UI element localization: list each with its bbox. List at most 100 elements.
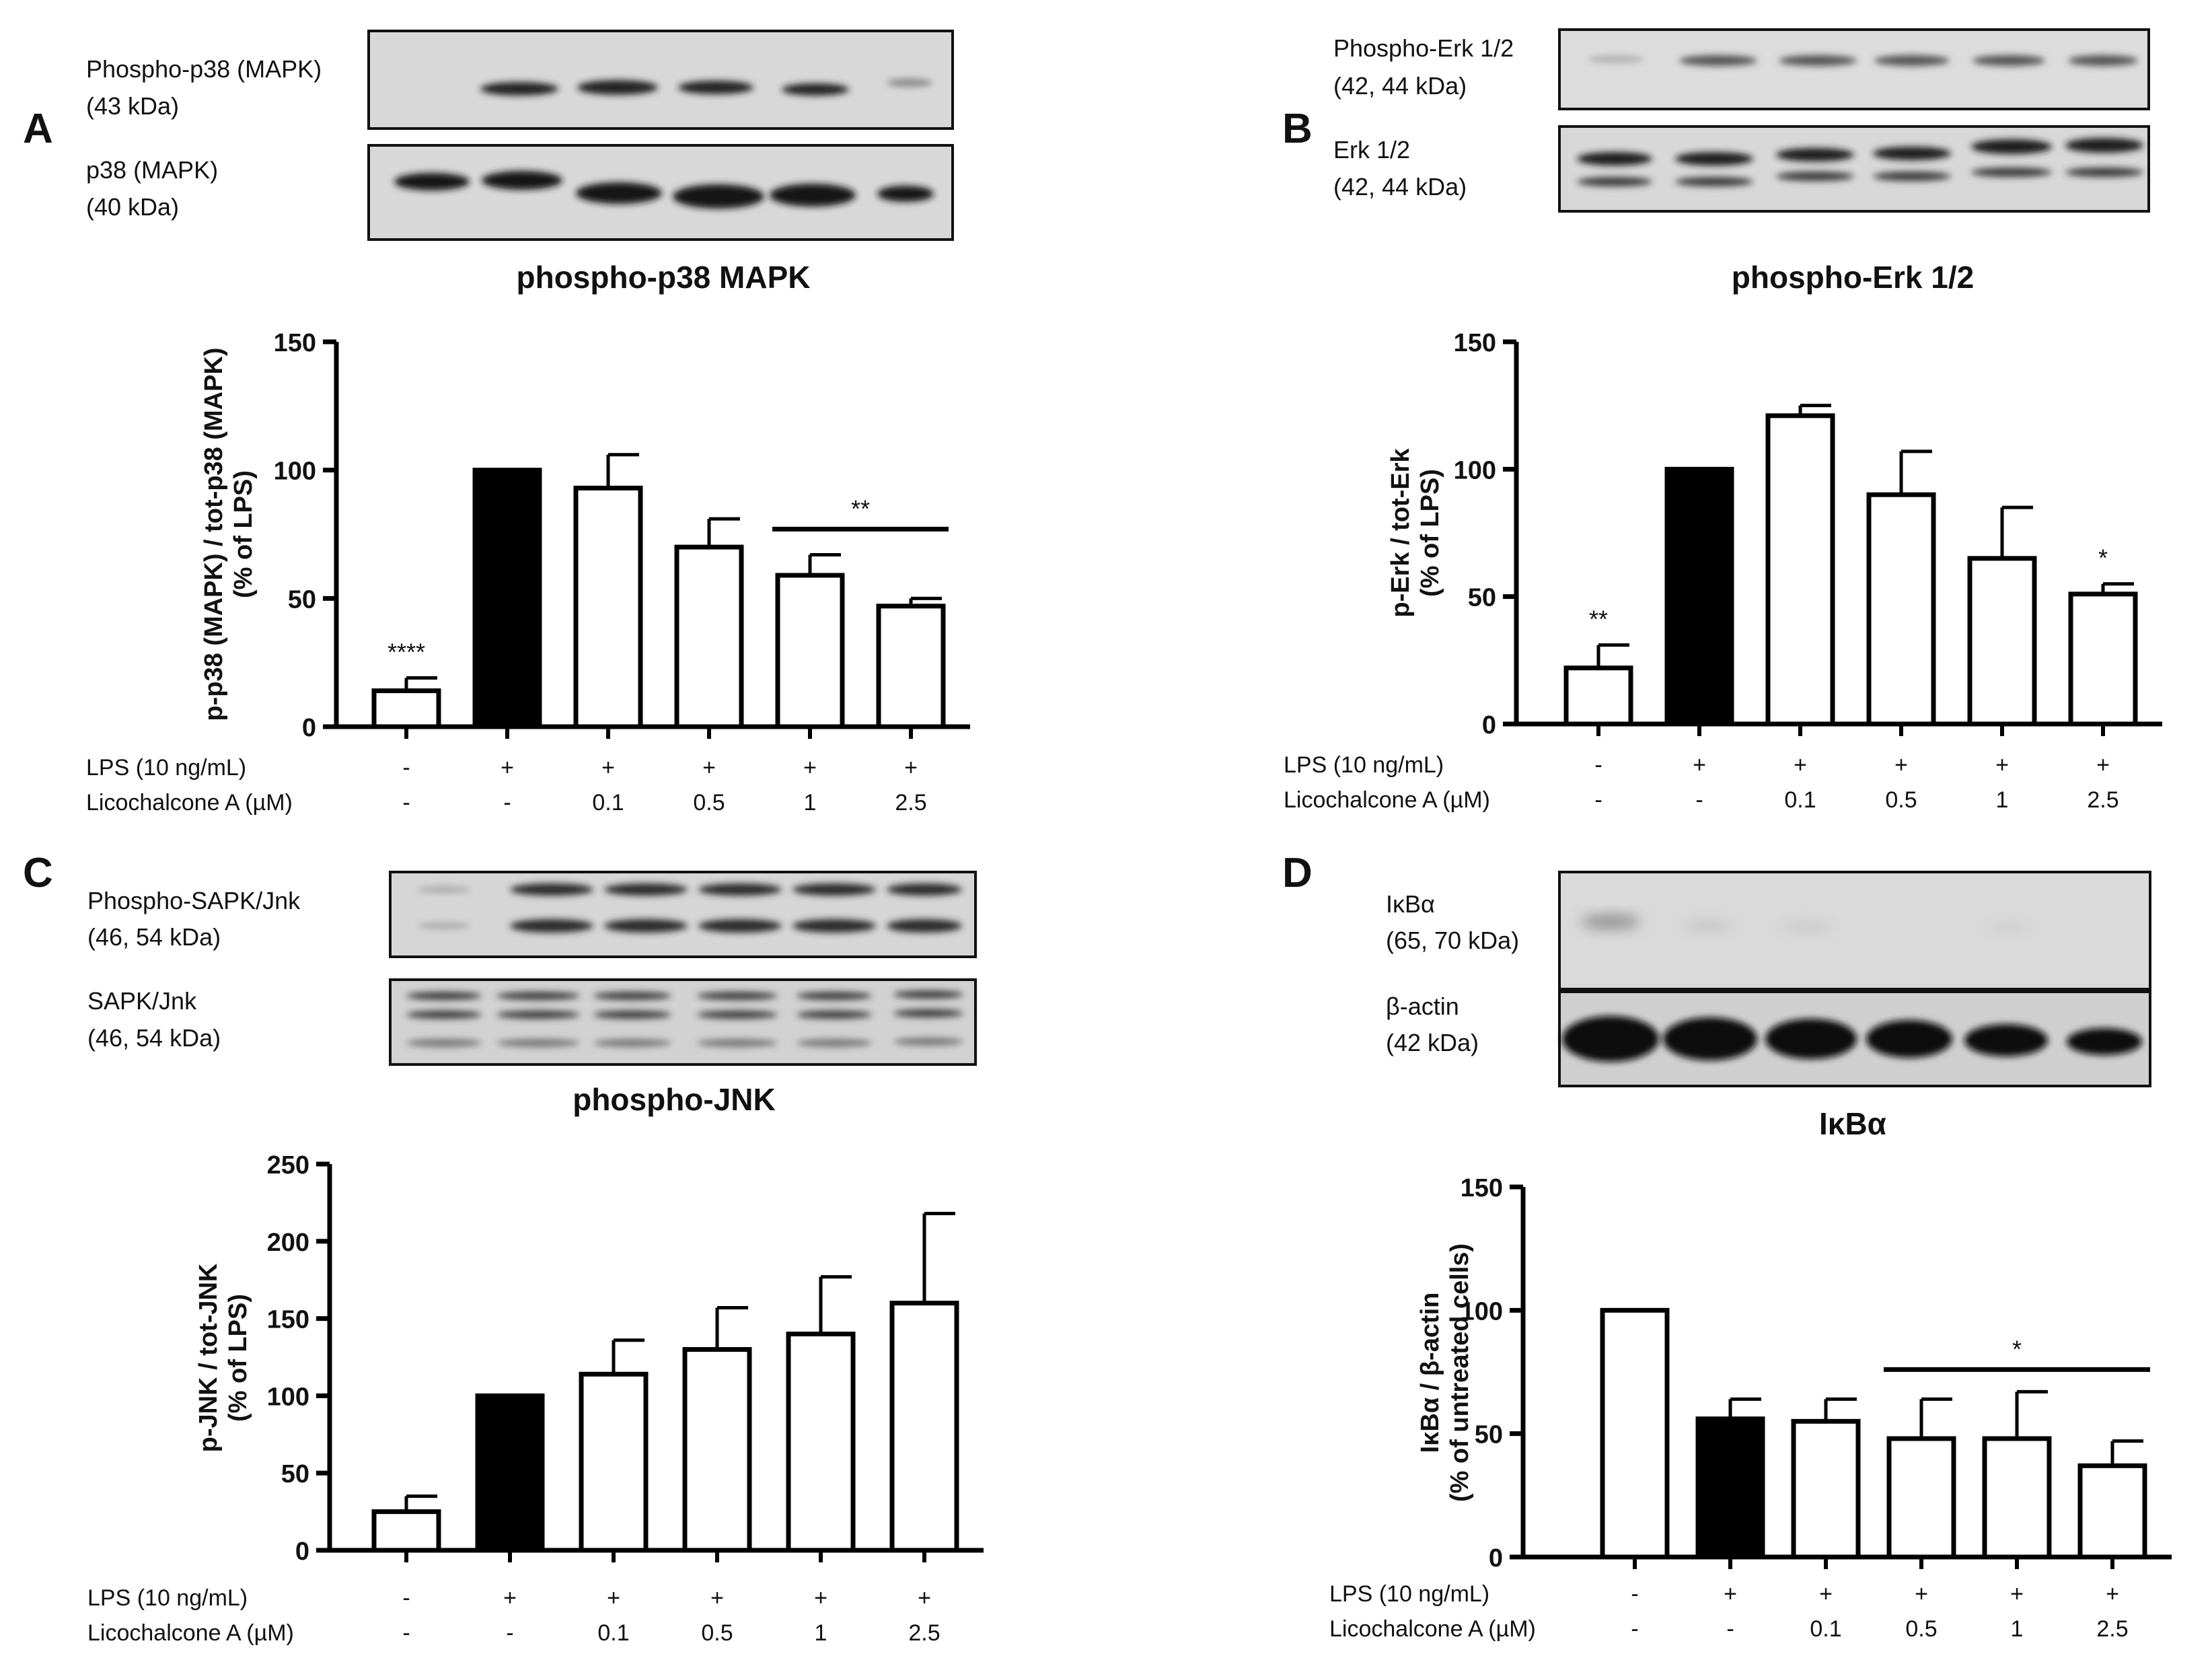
panel-c: C Phospho-SAPK/Jnk (46, 54 kDa) SAPK/Jnk… [23,850,984,1646]
y-tick-label: 100 [1454,456,1496,484]
bar [1982,1436,2052,1560]
bar [1600,1307,1670,1560]
treatment-lps: + [607,1585,620,1611]
treatment-lps: + [1724,1581,1737,1607]
y-axis-label: p-JNK / tot-JNK (% of LPS) [194,1263,252,1452]
bar [682,1347,752,1553]
y-axis-label: IκBα / β-actin (% of untreated cells) [1416,1243,1474,1502]
treatment-licochalcone: 0.5 [1905,1616,1937,1642]
bar [371,688,441,729]
blot-d1 [1558,871,2151,990]
y-axis-label: p-Erk / tot-Erk (% of LPS) [1387,448,1444,618]
treatment-lps: - [402,755,410,781]
panel-letter-a: A [23,106,53,152]
bar [1765,413,1835,727]
y-tick-label: 150 [267,1306,309,1334]
bar [2077,1463,2147,1560]
chart-d: IκBα IκBα / β-actin (% of untreated cells)… [1329,1106,2172,1642]
bar [2068,591,2138,727]
blot-label-b1-kda: (42, 44 kDa) [1333,72,1467,100]
bar [1866,492,1936,727]
bar [674,544,744,729]
treatment-licochalcone: 2.5 [2096,1616,2128,1642]
blot-c1 [389,871,977,958]
treatment-lps: + [2010,1581,2024,1607]
blot-label-b1-name: Phospho-Erk 1/2 [1333,34,1514,62]
treatment-licochalcone: - [1594,787,1602,813]
treatment-lps: + [503,1585,517,1611]
y-tick-label: 50 [1468,584,1496,612]
row-label-licochalcone: Licochalcone A (µM) [1284,787,1490,813]
y-axis-label-line: IκBα / β-actin [1416,1293,1444,1453]
blot-label-a1-kda: (43 kDa) [86,92,179,120]
treatment-lps: + [2106,1581,2119,1607]
treatment-licochalcone: 1 [2011,1616,2024,1642]
treatment-lps: + [710,1585,724,1611]
panel-letter-b: B [1282,106,1313,152]
bar [472,468,542,729]
treatment-licochalcone: 1 [815,1620,827,1646]
significance-mark: ** [1589,606,1608,633]
bar [775,573,845,729]
y-tick-label: 150 [1454,329,1496,357]
treatment-licochalcone: 0.1 [597,1620,629,1646]
blot-d2 [1558,990,2151,1087]
blot-label-d2-kda: (42 kDa) [1386,1029,1479,1056]
y-tick-label: 100 [1461,1297,1503,1326]
chart-title: phospho-JNK [573,1082,776,1117]
chart-title: phospho-p38 MAPK [517,260,811,295]
treatment-licochalcone: 0.5 [693,790,725,816]
treatment-lps: + [501,755,514,781]
treatment-lps: + [601,755,615,781]
y-axis-label-line: (% of LPS) [1416,469,1444,597]
row-label-licochalcone: Licochalcone A (µM) [1329,1616,1536,1642]
y-tick-label: 0 [302,714,316,742]
bar [876,604,946,729]
significance-mark: * [2098,544,2108,572]
blot-label-b2-name: Erk 1/2 [1333,136,1410,164]
bar [475,1393,545,1553]
treatment-licochalcone: 0.5 [1885,787,1917,813]
treatment-lps: + [803,755,817,781]
treatment-licochalcone: - [1726,1616,1734,1642]
chart-a: phospho-p38 MAPK p-p38 (MAPK) / tot-p38 (… [86,260,970,816]
blot-label-a1-name: Phospho-p38 (MAPK) [86,55,322,83]
treatment-licochalcone: - [503,790,511,816]
y-tick-label: 150 [274,329,316,357]
row-label-licochalcone: Licochalcone A (µM) [86,790,293,816]
treatment-lps: + [1894,752,1908,778]
bar [1886,1436,1956,1560]
row-label-lps: LPS (10 ng/mL) [1284,752,1444,778]
treatment-lps: + [2096,752,2110,778]
y-tick-label: 250 [267,1151,309,1180]
chart-c: phospho-JNK p-JNK / tot-JNK (% of LPS) 0 50 1… [87,1082,984,1646]
bar [1791,1418,1861,1560]
panel-b: B Phospho-Erk 1/2 (42, 44 kDa) Erk 1/2 (… [1282,28,2162,813]
y-tick-label: 50 [288,585,316,614]
y-tick-label: 100 [274,458,316,486]
row-label-lps: LPS (10 ng/mL) [87,1585,248,1611]
treatment-licochalcone: 0.1 [592,790,624,816]
row-label-lps: LPS (10 ng/mL) [1329,1581,1489,1607]
y-axis-label-line: (% of untreated cells) [1446,1243,1474,1502]
treatment-licochalcone: - [402,790,410,816]
blot-label-c1-name: Phospho-SAPK/Jnk [87,887,301,914]
blot-label-d1-kda: (65, 70 kDa) [1386,927,1519,954]
treatment-lps: + [702,755,716,781]
significance-mark: * [2012,1335,2022,1363]
bar [1695,1416,1765,1560]
bar [1967,556,2037,727]
chart-title: IκBα [1819,1106,1886,1141]
blot-label-c2-kda: (46, 54 kDa) [87,1024,221,1052]
y-axis-label-line: (% of LPS) [224,1294,252,1422]
treatment-lps: + [904,755,918,781]
y-axis-label-line: p-p38 (MAPK) / tot-p38 (MAPK) [200,347,228,721]
treatment-lps: + [1819,1581,1833,1607]
blot-a2 [367,144,954,241]
treatment-lps: + [814,1585,827,1611]
y-tick-label: 0 [1489,1544,1503,1572]
treatment-lps: - [402,1585,410,1611]
bar [1664,466,1734,727]
y-tick-label: 150 [1461,1174,1503,1202]
treatment-licochalcone: - [506,1620,513,1646]
